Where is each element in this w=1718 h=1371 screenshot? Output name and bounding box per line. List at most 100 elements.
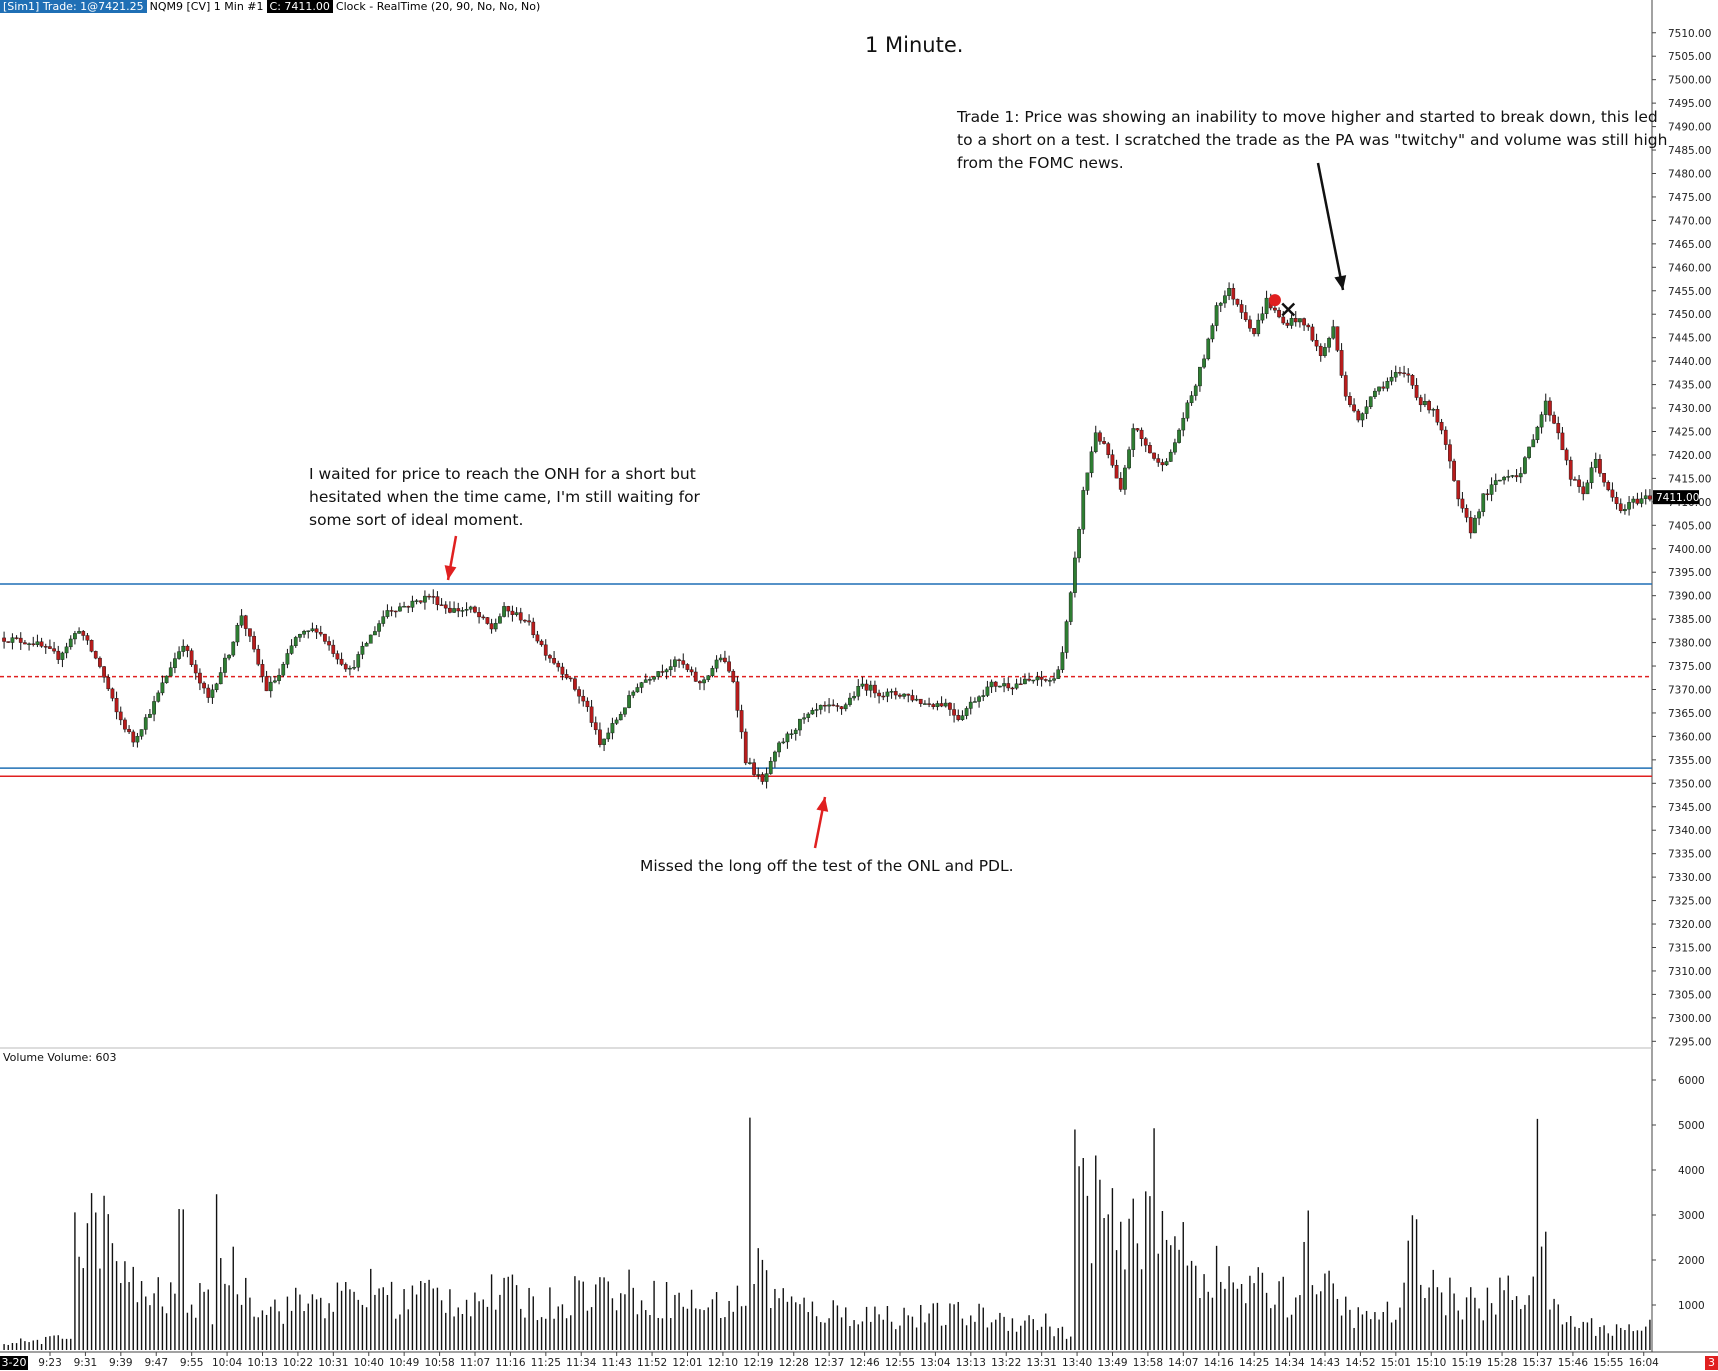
candle-body (14, 637, 19, 639)
candle-body (148, 714, 152, 718)
candle-body (1393, 372, 1398, 378)
candle-body (898, 694, 902, 697)
candle-body (435, 596, 440, 605)
candle-body (1210, 325, 1215, 340)
price-tick-label: 7440.00 (1668, 356, 1711, 368)
onh-annotation: I waited for price to reach the ONH for … (309, 463, 700, 532)
candle-body (1352, 404, 1356, 412)
candle-body (335, 653, 340, 660)
candle-body (531, 621, 536, 636)
candle-body (1598, 459, 1602, 474)
candle-body (693, 671, 698, 682)
candle-body (139, 729, 144, 737)
trade1-arrow-shaft (1316, 162, 1345, 291)
candle-body (577, 689, 581, 697)
onl-arrow-head (816, 797, 829, 812)
time-tick-label: 13:04 (920, 1357, 951, 1369)
price-tick-label: 7350.00 (1668, 778, 1711, 790)
candle-body (1135, 428, 1140, 431)
candle-body (489, 623, 494, 630)
candle-body (1193, 385, 1198, 396)
candle-body (193, 664, 198, 674)
candle-body (1535, 426, 1540, 440)
candle-body (639, 682, 644, 688)
candle-body (543, 644, 548, 656)
candle-body (689, 669, 694, 673)
candle-body (1631, 498, 1636, 503)
candle-body (581, 695, 586, 702)
price-tick-label: 7295.00 (1668, 1036, 1711, 1048)
time-tick-label: 12:46 (849, 1357, 880, 1369)
candle-body (264, 676, 269, 692)
candle-body (989, 681, 994, 688)
candle-body (398, 606, 402, 612)
candle-body (439, 604, 444, 606)
candle-body (1648, 495, 1652, 500)
candle-body (493, 622, 498, 630)
candle-body (998, 685, 1002, 688)
candle-body (98, 657, 102, 667)
candle-body (748, 762, 752, 764)
candle-body (1339, 350, 1344, 376)
candle-body (1502, 476, 1506, 481)
candle-body (1168, 451, 1173, 462)
candle-body (993, 681, 998, 687)
candle-body (1256, 319, 1261, 335)
candle-body (1156, 458, 1161, 463)
candle-body (1489, 484, 1494, 495)
candle-body (1468, 517, 1473, 534)
candle-body (823, 704, 827, 707)
candle-body (1473, 517, 1477, 534)
price-levels (0, 583, 1652, 778)
candle-body (1602, 472, 1606, 483)
price-tick-label: 7485.00 (1668, 145, 1711, 157)
candle-body (560, 666, 565, 675)
candle-body (1127, 449, 1131, 469)
price-tick-label: 7495.00 (1668, 98, 1711, 110)
candle-body (1227, 288, 1231, 296)
price-tick-label: 7300.00 (1668, 1013, 1711, 1025)
time-tick-label: 11:34 (566, 1357, 597, 1369)
candle-body (1214, 305, 1219, 326)
candle-body (293, 637, 298, 647)
volume-bars (3, 1117, 1651, 1350)
candle-body (573, 678, 577, 690)
candle-body (1323, 347, 1327, 356)
candle-body (1543, 400, 1548, 415)
candle-body (1223, 295, 1227, 304)
candle-body (1018, 683, 1023, 686)
candle-body (1098, 432, 1102, 442)
candle-body (843, 704, 848, 710)
candle-body (1523, 457, 1527, 474)
candle-body (602, 738, 606, 745)
candle-body (131, 731, 136, 743)
time-tick-label: 15:01 (1381, 1357, 1411, 1369)
candle-body (202, 682, 206, 689)
candle-body (1164, 461, 1169, 466)
candle-body (798, 718, 802, 731)
candle-body (914, 698, 919, 701)
time-tick-label: 15:19 (1452, 1357, 1482, 1369)
candle-body (231, 641, 236, 656)
candle-body (1360, 413, 1365, 421)
candle-body (589, 706, 594, 723)
price-tick-label: 7335.00 (1668, 849, 1711, 861)
candle-body (1010, 687, 1015, 690)
price-tick-label: 7320.00 (1668, 919, 1711, 931)
candle-body (706, 675, 711, 680)
onl-annotation: Missed the long off the test of the ONL … (640, 855, 1014, 878)
candle-body (243, 615, 248, 629)
candle-body (1564, 449, 1569, 461)
candle-body (1281, 316, 1286, 324)
price-tick-label: 7465.00 (1668, 239, 1711, 251)
price-tick-label: 7460.00 (1668, 262, 1711, 274)
time-tick-label: 9:31 (74, 1357, 98, 1369)
price-tick-label: 7345.00 (1668, 802, 1711, 814)
candle-body (664, 669, 669, 673)
candle-body (189, 650, 194, 665)
candle-body (1356, 410, 1361, 421)
candle-body (923, 703, 927, 705)
price-tick-label: 7375.00 (1668, 661, 1711, 673)
candle-body (206, 687, 211, 698)
